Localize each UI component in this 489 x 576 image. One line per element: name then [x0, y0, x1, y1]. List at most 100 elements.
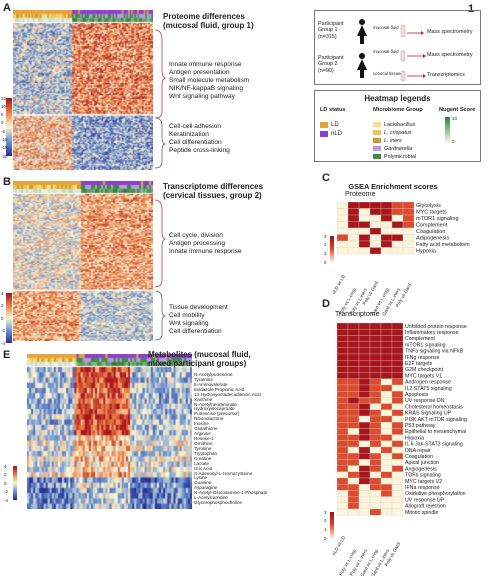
gsea-proteome-cell: [347, 201, 360, 209]
gsea-transcriptome-cell: [358, 415, 371, 423]
transcriptome-scale-tick: 4: [1, 290, 4, 296]
gsea-transcriptome-cell: [358, 409, 371, 417]
gsea-transcriptome-cell: [391, 453, 404, 460]
gsea-transcriptome-row-label: UV response UP: [405, 497, 445, 503]
metabolite-scale-tick: 0: [4, 480, 7, 486]
gsea-transcriptome-scale-tick: 0: [324, 535, 327, 541]
panel-letter-1: 1: [468, 3, 475, 15]
gsea-transcriptome-cell: [358, 496, 371, 503]
gsea-proteome-cell: [402, 227, 415, 235]
gsea-transcriptome-cell: [369, 409, 382, 417]
gsea-transcriptome-cell: [369, 378, 382, 386]
gsea-proteome-scale-tick: 2: [324, 242, 327, 248]
gsea-transcriptome-row-label: UV response DN: [405, 398, 445, 404]
microbiome-label: L. crispatus: [384, 129, 412, 136]
proteome-scale-tick: -10: [1, 136, 8, 142]
gsea-transcriptome-row-label: Allograft rejection: [405, 504, 446, 510]
proteome-scale-tick: 15: [1, 95, 6, 101]
gsea-proteome-col-label: nLD vs LD: [331, 273, 346, 295]
gsea-transcriptome-row-label: Inflammatory response: [405, 330, 459, 336]
panel-letter-a: A: [3, 2, 11, 14]
gsea-transcriptome-cell: [358, 477, 371, 485]
gsea-transcriptome-row-label: Hypoxia: [405, 435, 424, 441]
gsea-transcriptome-cell: [369, 353, 382, 361]
metabolite-label: Glutathione: [194, 426, 218, 432]
ld-label: nLD: [331, 130, 343, 137]
metabolite-label: Tyramine: [194, 376, 213, 382]
gsea-transcriptome-row-label: Cholesterol homeostasis: [405, 404, 463, 410]
proteome-up-term: Innate immune response: [169, 61, 242, 68]
proteome-up-term: Wnt signaling pathway: [169, 93, 235, 100]
transcriptome-scale-tick: -4: [1, 340, 5, 346]
gsea-proteome-cell: [347, 240, 360, 248]
gsea-transcriptome-cell: [347, 434, 360, 441]
metabolite-label: Creatine: [194, 455, 212, 461]
gsea-transcriptome-cell: [336, 490, 349, 497]
metabolite-label: Inosine: [194, 421, 209, 427]
gsea-transcriptome-cell: [347, 341, 360, 348]
gsea-transcriptome-cell: [358, 372, 371, 379]
group1-arrow: [400, 24, 424, 38]
gsea-transcriptome-cell: [347, 391, 360, 398]
gsea-transcriptome-cell: [358, 428, 371, 435]
gsea-transcriptome-cell: [358, 440, 371, 448]
gsea-transcriptome-cell: [358, 471, 371, 479]
gsea-proteome-cell: [347, 214, 360, 222]
gsea-transcriptome-row-label: IFNg response: [405, 355, 440, 361]
gsea-proteome-cell: [402, 208, 415, 216]
gsea-transcriptome-cell: [369, 322, 382, 330]
gsea-transcriptome-row-label: E2F targets: [405, 361, 433, 367]
gsea-transcriptome-row-label: Androgen response: [405, 380, 451, 386]
metabolite-label: Lysine: [194, 475, 208, 481]
gsea-transcriptome-cell: [347, 415, 360, 423]
gsea-transcriptome-cell: [391, 502, 404, 510]
gsea-transcriptome-cell: [391, 465, 404, 472]
gsea-transcriptome-cell: [369, 434, 382, 441]
gsea-transcriptome-cell: [336, 453, 349, 460]
gsea-transcriptome-cell: [369, 366, 382, 373]
gsea-proteome-row-label: MYC targets: [416, 210, 447, 216]
gsea-transcriptome-cell: [347, 459, 360, 466]
gsea-transcriptome-cell: [369, 397, 382, 404]
gsea-transcriptome-cell: [369, 372, 382, 379]
gsea-transcriptome-cell: [369, 484, 382, 491]
gsea-transcriptome-cell: [336, 428, 349, 435]
gsea-transcriptome-cell: [369, 329, 382, 336]
gsea-transcriptome-cell: [369, 508, 382, 516]
gsea-transcriptome-cell: [380, 490, 393, 497]
gsea-transcriptome-row-label: Apoptosis: [405, 392, 428, 398]
gsea-transcriptome-cell: [380, 409, 393, 417]
gsea-proteome-cell: [391, 208, 404, 216]
gsea-proteome-cell: [336, 240, 349, 248]
nugent-high: 10: [452, 116, 457, 121]
metabolite-label: Hexose-1: [194, 436, 214, 442]
gsea-transcriptome-cell: [347, 353, 360, 361]
metabolite-scale-tick: 4: [4, 463, 7, 469]
gsea-transcriptome-cell: [380, 335, 393, 342]
gsea-transcriptome-cell: [358, 347, 371, 355]
gsea-transcriptome-cell: [358, 322, 371, 330]
nugent-gradient: [445, 117, 450, 143]
metabolite-label: 5-Aminovalerate: [194, 381, 228, 387]
sample-label-2b: cervical tissues: [373, 71, 403, 76]
metabolite-label: N-Acetylputrescine: [194, 372, 233, 377]
gsea-transcriptome-cell: [380, 378, 393, 386]
transcriptome-down-term: Cell mobility: [169, 312, 205, 319]
metabolite-label: Xanthine: [194, 396, 213, 402]
gsea-transcriptome-cell: [336, 341, 349, 348]
gsea-proteome-cell: [369, 221, 382, 229]
gsea-proteome-cell: [358, 240, 371, 248]
gsea-proteome-cell: [402, 214, 415, 222]
mass-spec-label-1: Mass spectrometry: [427, 29, 473, 35]
gsea-transcriptome-cell: [358, 384, 371, 392]
gsea-transcriptome-cell: [358, 335, 371, 342]
gsea-transcriptome-cell: [369, 453, 382, 460]
metabolite-label: S-Adenosyl-L-Homocysteine: [194, 470, 253, 476]
mass-spec-label-2: Mass spectrometry: [427, 52, 473, 58]
gsea-transcriptome-cell: [336, 471, 349, 479]
gsea-transcriptome-cell: [369, 496, 382, 503]
gsea-transcriptome-scale-tick: 2: [324, 518, 327, 524]
gsea-transcriptome-cell: [336, 434, 349, 441]
gsea-proteome-cell: [391, 221, 404, 229]
